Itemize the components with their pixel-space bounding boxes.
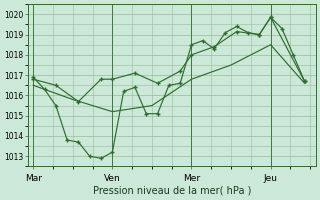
X-axis label: Pression niveau de la mer( hPa ): Pression niveau de la mer( hPa ) — [92, 186, 251, 196]
